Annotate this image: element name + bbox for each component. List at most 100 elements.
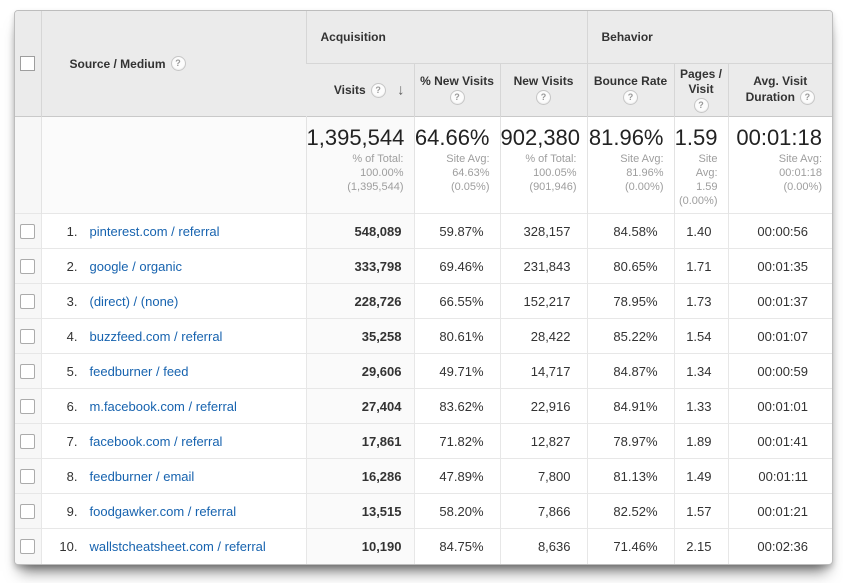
group-header-acquisition: Acquisition [305, 11, 587, 64]
row-checkbox[interactable] [20, 224, 36, 240]
pct-new-visits-cell: 66.55% [413, 283, 500, 319]
totals-row: 1,395,544 % of Total: 100.00% (1,395,544) … [15, 116, 832, 214]
new-visits-cell: 152,217 [499, 283, 587, 319]
avg-duration-cell: 00:01:07 [727, 318, 832, 354]
column-header-visits[interactable]: Visits ? ↓ [306, 63, 414, 117]
row-checkbox-cell [15, 248, 41, 284]
total-pages-visit-value: 1.59 [674, 125, 718, 150]
visits-cell: 35,258 [305, 318, 414, 354]
row-checkbox[interactable] [20, 434, 36, 450]
visits-cell: 333,798 [305, 248, 414, 284]
totals-cell-new_visits: 902,380 % of Total: 100.05% (901,946) [499, 116, 587, 214]
source-medium-cell: 6. m.facebook.com / referral [40, 388, 306, 424]
column-header-avg-visit-duration[interactable]: Avg. Visit Duration ? [727, 63, 832, 117]
avg-duration-cell: 00:01:21 [727, 493, 832, 529]
pages-visit-cell: 1.40 [673, 213, 728, 249]
source-medium-link[interactable]: facebook.com / referral [89, 433, 223, 449]
source-medium-link[interactable]: google / organic [89, 258, 183, 274]
row-checkbox[interactable] [20, 259, 36, 275]
table-header: Source / Medium ? Acquisition Behavior V… [15, 11, 832, 117]
new-visits-cell: 231,843 [499, 248, 587, 284]
pct-new-visits-cell: 71.82% [413, 423, 500, 459]
avg-duration-cell: 00:01:11 [727, 458, 832, 494]
column-header-bounce-rate[interactable]: Bounce Rate ? [586, 63, 674, 117]
help-icon[interactable]: ? [170, 56, 186, 71]
source-medium-link[interactable]: feedburner / email [89, 468, 195, 484]
totals-cell-pct_new: 64.66% Site Avg: 64.63% (0.05%) [413, 116, 500, 214]
bounce-rate-cell: 78.97% [586, 423, 674, 459]
bounce-rate-cell: 84.91% [586, 388, 674, 424]
avg-duration-cell: 00:00:59 [727, 353, 832, 389]
row-checkbox[interactable] [20, 399, 36, 415]
help-icon[interactable]: ? [799, 90, 815, 105]
table-row: 4. buzzfeed.com / referral 35,258 80.61% 28,… [15, 318, 832, 354]
new-visits-cell: 8,636 [499, 528, 587, 564]
totals-cell-bounce: 81.96% Site Avg: 81.96% (0.00%) [586, 116, 674, 214]
pct-new-visits-cell: 80.61% [413, 318, 500, 354]
row-checkbox-cell [15, 493, 41, 529]
visits-cell: 17,861 [305, 423, 414, 459]
source-medium-cell: 1. pinterest.com / referral [40, 213, 306, 249]
help-icon[interactable]: ? [623, 90, 638, 105]
table-row: 3. (direct) / (none) 228,726 66.55% 152,217 7… [15, 283, 832, 319]
visits-cell: 10,190 [305, 528, 414, 564]
new-visits-cell: 22,916 [499, 388, 587, 424]
pct-new-visits-cell: 49.71% [413, 353, 500, 389]
select-all-cell [15, 11, 41, 117]
pct-new-visits-cell: 83.62% [413, 388, 500, 424]
row-checkbox[interactable] [20, 294, 36, 310]
pages-visit-cell: 1.89 [673, 423, 728, 459]
row-checkbox[interactable] [20, 364, 36, 380]
row-checkbox[interactable] [20, 329, 36, 345]
row-rank: 6. [66, 398, 78, 414]
row-checkbox[interactable] [20, 504, 36, 520]
bounce-rate-cell: 71.46% [586, 528, 674, 564]
analytics-table-card: Source / Medium ? Acquisition Behavior V… [14, 10, 833, 565]
table-row: 1. pinterest.com / referral 548,089 59.87% 3… [15, 213, 832, 249]
row-rank: 7. [66, 433, 78, 449]
source-medium-link[interactable]: wallstcheatsheet.com / referral [89, 538, 266, 554]
row-checkbox[interactable] [20, 469, 36, 485]
sort-descending-icon[interactable]: ↓ [397, 81, 405, 99]
new-visits-cell: 7,866 [499, 493, 587, 529]
total-avg-duration-subtext: Site Avg: 00:01:18 (0.00%) [778, 153, 822, 193]
help-icon[interactable]: ? [693, 97, 709, 113]
pct-new-visits-cell: 84.75% [413, 528, 500, 564]
source-medium-cell: 4. buzzfeed.com / referral [40, 318, 306, 354]
column-header-pct-new-visits[interactable]: % New Visits ? [413, 63, 500, 117]
row-checkbox[interactable] [20, 539, 36, 555]
avg-duration-cell: 00:01:37 [727, 283, 832, 319]
source-medium-link[interactable]: m.facebook.com / referral [89, 398, 237, 414]
column-header-new-visits[interactable]: New Visits ? [499, 63, 587, 117]
total-new-visits-value: 902,380 [500, 125, 581, 150]
total-avg-duration-value: 00:01:18 [736, 125, 822, 150]
column-header-source[interactable]: Source / Medium ? [40, 11, 306, 117]
pages-visit-cell: 1.73 [673, 283, 728, 319]
source-medium-link[interactable]: buzzfeed.com / referral [89, 328, 223, 344]
total-new-visits-subtext: % of Total: 100.05% (901,946) [525, 153, 577, 193]
table-row: 6. m.facebook.com / referral 27,404 83.62% 2… [15, 388, 832, 424]
source-medium-link[interactable]: (direct) / (none) [89, 293, 179, 309]
help-icon[interactable]: ? [449, 90, 465, 105]
new-visits-cell: 7,800 [499, 458, 587, 494]
source-medium-cell: 8. feedburner / email [40, 458, 306, 494]
bounce-rate-cell: 80.65% [586, 248, 674, 284]
row-checkbox-cell [15, 528, 41, 564]
group-header-behavior: Behavior [586, 11, 832, 64]
source-medium-link[interactable]: foodgawker.com / referral [89, 503, 237, 519]
source-medium-label: Source / Medium [69, 56, 166, 71]
table-body: 1. pinterest.com / referral 548,089 59.87% 3… [15, 213, 832, 564]
help-icon[interactable]: ? [536, 90, 551, 105]
table-row: 5. feedburner / feed 29,606 49.71% 14,717 84.… [15, 353, 832, 389]
totals-cell-visits: 1,395,544 % of Total: 100.00% (1,395,544) [305, 116, 414, 214]
visits-cell: 548,089 [305, 213, 414, 249]
total-visits-subtext: % of Total: 100.00% (1,395,544) [347, 153, 404, 193]
column-header-pages-visit[interactable]: Pages / Visit ? [673, 63, 728, 117]
table-row: 7. facebook.com / referral 17,861 71.82% 12,… [15, 423, 832, 459]
totals-cell-pages: 1.59 Site Avg: 1.59 (0.00%) [673, 116, 728, 214]
table-row: 8. feedburner / email 16,286 47.89% 7,800 81.… [15, 458, 832, 494]
source-medium-link[interactable]: pinterest.com / referral [89, 223, 220, 239]
help-icon[interactable]: ? [370, 82, 386, 98]
source-medium-link[interactable]: feedburner / feed [89, 363, 189, 379]
select-all-checkbox[interactable] [20, 56, 36, 72]
